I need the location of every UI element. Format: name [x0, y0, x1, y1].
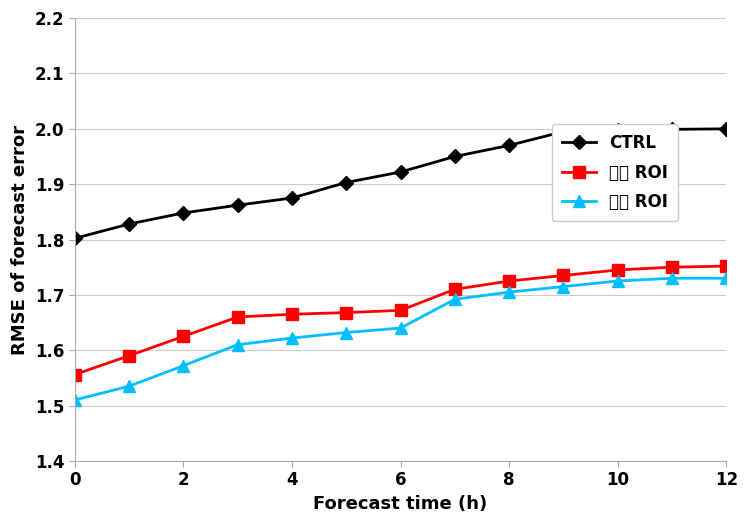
- CTRL: [288, 195, 297, 201]
- 기존 ROI: [722, 263, 731, 269]
- CTRL: [396, 169, 405, 175]
- 기존 ROI: [559, 272, 568, 279]
- 개선 ROI: [396, 325, 405, 331]
- 기존 ROI: [667, 264, 676, 270]
- 개선 ROI: [667, 275, 676, 281]
- 개선 ROI: [70, 397, 79, 403]
- 개선 ROI: [179, 363, 188, 369]
- 개선 ROI: [124, 383, 133, 389]
- 기존 ROI: [233, 314, 242, 320]
- CTRL: [667, 126, 676, 133]
- 개선 ROI: [722, 275, 731, 281]
- Line: 기존 ROI: 기존 ROI: [69, 260, 732, 380]
- Line: CTRL: CTRL: [70, 124, 731, 243]
- 기존 ROI: [288, 311, 297, 318]
- 개선 ROI: [233, 342, 242, 348]
- Y-axis label: RMSE of forecast error: RMSE of forecast error: [11, 125, 29, 355]
- 기존 ROI: [342, 310, 351, 316]
- 기존 ROI: [179, 333, 188, 340]
- 기존 ROI: [124, 353, 133, 359]
- CTRL: [559, 128, 568, 135]
- CTRL: [613, 127, 622, 133]
- 개선 ROI: [450, 296, 459, 302]
- 개선 ROI: [342, 330, 351, 336]
- 기존 ROI: [70, 372, 79, 378]
- CTRL: [342, 179, 351, 185]
- CTRL: [505, 143, 514, 149]
- 기존 ROI: [396, 307, 405, 313]
- 개선 ROI: [559, 283, 568, 290]
- 개선 ROI: [288, 335, 297, 341]
- CTRL: [233, 202, 242, 209]
- CTRL: [450, 154, 459, 160]
- 기존 ROI: [613, 267, 622, 273]
- Legend: CTRL, 기존 ROI, 개선 ROI: CTRL, 기존 ROI, 개선 ROI: [552, 124, 678, 221]
- CTRL: [70, 235, 79, 242]
- Line: 개선 ROI: 개선 ROI: [69, 272, 732, 406]
- 개선 ROI: [505, 289, 514, 295]
- 개선 ROI: [613, 278, 622, 284]
- CTRL: [722, 126, 731, 132]
- CTRL: [179, 210, 188, 216]
- X-axis label: Forecast time (h): Forecast time (h): [313, 495, 488, 513]
- CTRL: [124, 221, 133, 227]
- 기존 ROI: [505, 278, 514, 284]
- 기존 ROI: [450, 286, 459, 292]
